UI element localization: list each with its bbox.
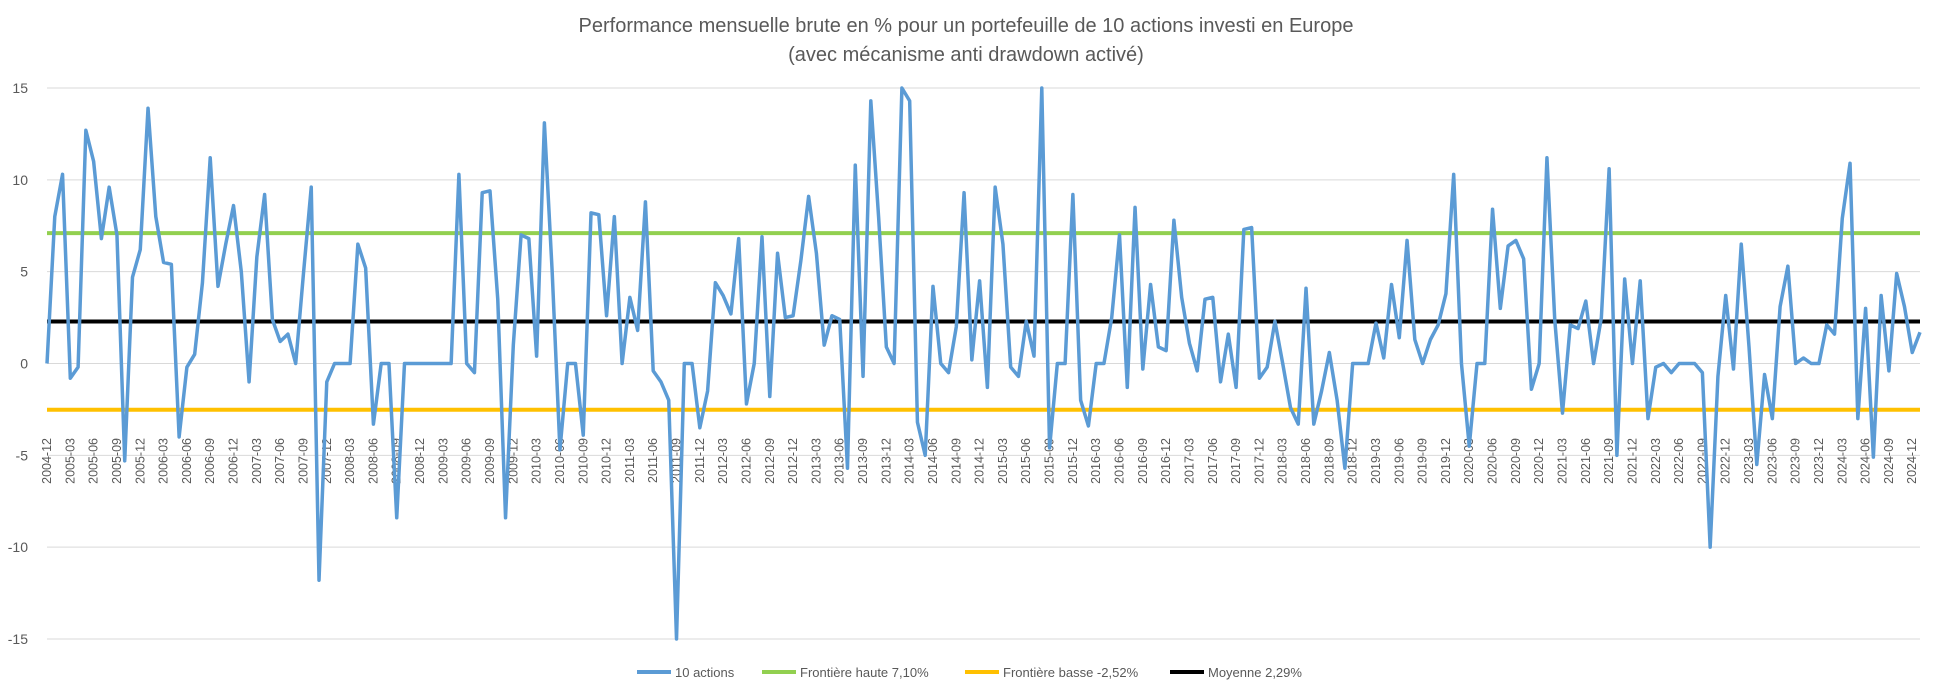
x-tick-label: 2012-06 [739,438,753,484]
x-tick-label: 2019-12 [1439,438,1453,484]
x-tick-label: 2016-12 [1159,438,1173,484]
x-tick-label: 2010-03 [530,438,544,484]
x-tick-label: 2014-09 [949,438,963,484]
x-tick-label: 2017-06 [1206,438,1220,484]
x-tick-label: 2007-03 [250,438,264,484]
x-tick-label: 2023-06 [1765,438,1779,484]
x-tick-label: 2017-03 [1182,438,1196,484]
x-tick-label: 2018-06 [1299,438,1313,484]
x-tick-label: 2019-09 [1416,438,1430,484]
series-line-10-actions [45,86,1922,641]
x-tick-label: 2005-06 [87,438,101,484]
x-tick-label: 2014-06 [926,438,940,484]
x-tick-label: 2011-03 [623,438,637,483]
x-tick-label: 2018-03 [1276,438,1290,484]
legend: 10 actions Frontière haute 7,10% Frontière… [637,665,1302,680]
x-tick-label: 2013-03 [809,438,823,484]
x-tick-label: 2007-09 [296,438,310,484]
x-axis-tick-labels: 2004-12 2005-03 2005-06 2005-09 2005-12 2006-… [40,438,1919,484]
x-tick-label: 2009-06 [460,438,474,484]
x-tick-label: 2021-03 [1555,438,1569,484]
x-tick-label: 2006-06 [180,438,194,484]
x-tick-label: 2013-12 [879,438,893,484]
x-tick-label: 2005-03 [63,438,77,484]
x-tick-label: 2014-03 [903,438,917,484]
x-tick-label: 2004-12 [40,438,54,484]
x-tick-label: 2012-12 [786,438,800,484]
x-tick-label: 2020-06 [1486,438,1500,484]
x-tick-label: 2010-12 [600,438,614,484]
x-tick-label: 2013-09 [856,438,870,484]
x-tick-label: 2012-03 [716,438,730,484]
x-tick-label: 2015-03 [996,438,1010,484]
x-tick-label: 2023-03 [1742,438,1756,484]
x-tick-label: 2013-06 [833,438,847,484]
chart-title-line-1: Performance mensuelle brute en % pour un… [579,15,1354,37]
legend-label: 10 actions [675,665,735,680]
x-tick-label: 2008-12 [413,438,427,484]
x-tick-label: 2020-03 [1462,438,1476,484]
x-tick-label: 2024-09 [1882,438,1896,484]
x-tick-label: 2022-03 [1649,438,1663,484]
y-tick-label: 0 [20,356,28,372]
x-tick-label: 2005-12 [133,438,147,484]
y-tick-label: 5 [20,264,28,280]
x-tick-label: 2016-09 [1136,438,1150,484]
x-tick-label: 2018-09 [1322,438,1336,484]
x-tick-label: 2019-03 [1369,438,1383,484]
x-tick-label: 2020-09 [1509,438,1523,484]
x-tick-label: 2021-06 [1579,438,1593,484]
x-tick-label: 2023-12 [1812,438,1826,484]
series-lines [45,86,1922,641]
y-tick-label: 10 [12,172,28,188]
x-tick-label: 2015-12 [1066,438,1080,484]
grid-lines [47,87,1920,640]
y-tick-label: -15 [8,631,28,647]
x-tick-label: 2012-09 [763,438,777,484]
x-tick-label: 2009-09 [483,438,497,484]
x-tick-label: 2021-12 [1625,438,1639,484]
y-tick-label: -10 [8,539,28,555]
x-tick-label: 2011-12 [693,438,707,483]
x-tick-label: 2016-06 [1113,438,1127,484]
x-tick-label: 2022-06 [1672,438,1686,484]
x-tick-label: 2010-06 [553,438,567,484]
x-tick-label: 2008-06 [366,438,380,484]
x-tick-label: 2005-09 [110,438,124,484]
y-axis-tick-labels: 15 10 5 0 -5 -10 -15 [8,80,28,647]
legend-label: Moyenne 2,29% [1208,665,1302,680]
x-tick-label: 2011-06 [646,438,660,483]
x-tick-label: 2024-12 [1905,438,1919,484]
legend-label: Frontière haute 7,10% [800,665,929,680]
x-tick-label: 2008-03 [343,438,357,484]
x-tick-label: 2017-09 [1229,438,1243,484]
x-tick-label: 2006-12 [227,438,241,484]
x-tick-label: 2007-06 [273,438,287,484]
y-tick-label: 15 [12,80,28,96]
x-tick-label: 2019-06 [1392,438,1406,484]
legend-label: Frontière basse -2,52% [1003,665,1139,680]
x-tick-label: 2021-09 [1602,438,1616,484]
y-tick-label: -5 [16,447,29,463]
x-tick-label: 2024-03 [1835,438,1849,484]
x-tick-label: 2015-09 [1043,438,1057,484]
x-tick-label: 2018-12 [1346,438,1360,484]
x-tick-label: 2022-12 [1719,438,1733,484]
x-tick-label: 2006-09 [203,438,217,484]
x-tick-label: 2020-12 [1532,438,1546,484]
x-tick-label: 2016-03 [1089,438,1103,484]
x-tick-label: 2015-06 [1019,438,1033,484]
x-tick-label: 2009-03 [436,438,450,484]
x-tick-label: 2017-12 [1252,438,1266,484]
chart-title-line-2: (avec mécanisme anti drawdown activé) [788,44,1144,66]
x-tick-label: 2006-03 [157,438,171,484]
x-tick-label: 2024-06 [1859,438,1873,484]
x-tick-label: 2023-09 [1789,438,1803,484]
x-tick-label: 2014-12 [973,438,987,484]
x-tick-label: 2010-09 [576,438,590,484]
